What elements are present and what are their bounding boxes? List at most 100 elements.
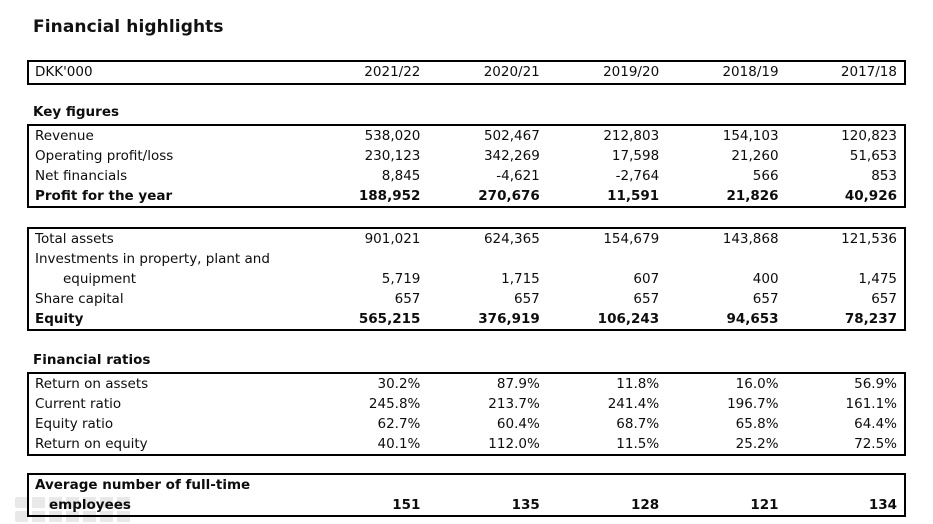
- table-header-row: DKK'000 2021/22 2020/21 2019/20 2018/19 …: [28, 61, 905, 84]
- row-label: Equity ratio: [35, 416, 114, 432]
- cell-value: 11.5%: [616, 436, 660, 452]
- table-row: Operating profit/loss 230,123 342,269 17,59…: [28, 146, 905, 166]
- cell-value: 213.7%: [488, 396, 540, 412]
- table-row: Total assets 901,021 624,365 154,679 143,868…: [28, 228, 905, 249]
- cell-value: 400: [752, 271, 779, 287]
- cell-value: 78,237: [844, 311, 897, 327]
- cell-value: 143,868: [722, 231, 779, 247]
- cell-value: 21,260: [731, 148, 779, 164]
- cell-value: 1,475: [858, 271, 897, 287]
- cell-value: 241.4%: [607, 396, 660, 412]
- cell-value: 188,952: [358, 188, 421, 204]
- cell-value: 65.8%: [735, 416, 779, 432]
- cell-value: 196.7%: [727, 396, 779, 412]
- section-heading-key-figures: Key figures: [33, 104, 120, 120]
- cell-value: 538,020: [364, 128, 421, 144]
- cell-value: 657: [394, 291, 421, 307]
- cell-value: 68.7%: [616, 416, 660, 432]
- cell-value: 25.2%: [735, 436, 779, 452]
- cell-value: 8,845: [381, 168, 421, 184]
- cell-value: 128: [630, 497, 660, 513]
- cell-value: 112.0%: [488, 436, 540, 452]
- cell-value: 121,536: [841, 231, 897, 247]
- table-row: Share capital 657 657 657 657 657: [28, 289, 905, 309]
- cell-value: 245.8%: [368, 396, 421, 412]
- row-label: Return on assets: [35, 376, 149, 392]
- cell-value: 376,919: [478, 311, 540, 327]
- year-header-2019-20: 2019/20: [603, 64, 660, 80]
- cell-value: 1,715: [501, 271, 540, 287]
- cell-value: 657: [752, 291, 779, 307]
- cell-value: 151: [392, 497, 421, 513]
- cell-value: 853: [871, 168, 897, 184]
- cell-value: 5,719: [381, 271, 421, 287]
- financial-ratios-table: Return on assets 30.2% 87.9% 11.8% 16.0% 56.9…: [27, 372, 906, 456]
- year-header-2021-22: 2021/22: [364, 64, 421, 80]
- row-label: Investments in property, plant and equipm…: [35, 251, 270, 287]
- row-label: Total assets: [35, 231, 114, 247]
- cell-value: 72.5%: [854, 436, 897, 452]
- cell-value: 502,467: [483, 128, 540, 144]
- cell-value: 657: [633, 291, 660, 307]
- table-row: Investments in property, plant and equipm…: [28, 249, 905, 289]
- table-row: Return on assets 30.2% 87.9% 11.8% 16.0% 56.9…: [28, 373, 905, 394]
- cell-value: 11,591: [607, 188, 660, 204]
- cell-value: 106,243: [597, 311, 660, 327]
- cell-value: 135: [511, 497, 540, 513]
- table-row: Revenue 538,020 502,467 212,803 154,103 120,8…: [28, 125, 905, 146]
- table-row: Equity 565,215 376,919 106,243 94,653 78,237: [28, 309, 905, 330]
- cell-value: 40.1%: [377, 436, 421, 452]
- employees-table: Average number of full-time employees 151 1…: [27, 473, 906, 517]
- balance-sheet-table: Total assets 901,021 624,365 154,679 143,868…: [27, 227, 906, 331]
- cell-value: 21,826: [726, 188, 779, 204]
- cell-value: 121: [750, 497, 779, 513]
- cell-value: 120,823: [841, 128, 897, 144]
- table-row: Return on equity 40.1% 112.0% 11.5% 25.2% 72.…: [28, 434, 905, 455]
- row-label: Equity: [35, 311, 84, 327]
- cell-value: 566: [752, 168, 779, 184]
- cell-value: 270,676: [478, 188, 540, 204]
- table-row: Current ratio 245.8% 213.7% 241.4% 196.7% 161…: [28, 394, 905, 414]
- cell-value: 51,653: [849, 148, 897, 164]
- cell-value: 657: [514, 291, 540, 307]
- cell-value: 607: [633, 271, 660, 287]
- cell-value: 30.2%: [377, 376, 421, 392]
- table-row: Net financials 8,845 -4,621 -2,764 566 853: [28, 166, 905, 186]
- row-label: Operating profit/loss: [35, 148, 174, 164]
- cell-value: 16.0%: [735, 376, 779, 392]
- year-header-2017-18: 2017/18: [840, 64, 897, 80]
- row-label: Net financials: [35, 168, 128, 184]
- cell-value: 230,123: [364, 148, 421, 164]
- cell-value: 565,215: [358, 311, 421, 327]
- row-label: Average number of full-time employees: [35, 477, 251, 513]
- cell-value: 901,021: [364, 231, 421, 247]
- table-row: Average number of full-time employees 151 1…: [28, 474, 905, 516]
- cell-value: 17,598: [611, 148, 660, 164]
- year-header-2018-19: 2018/19: [722, 64, 779, 80]
- cell-value: 56.9%: [854, 376, 897, 392]
- cell-value: 154,103: [722, 128, 779, 144]
- year-header-row: DKK'000 2021/22 2020/21 2019/20 2018/19 …: [27, 60, 906, 85]
- page-title: Financial highlights: [33, 17, 224, 37]
- cell-value: 161.1%: [845, 396, 897, 412]
- financial-highlights-table: DKK'000 2021/22 2020/21 2019/20 2018/19 …: [27, 60, 906, 517]
- cell-value: 40,926: [844, 188, 897, 204]
- row-label: Share capital: [35, 291, 124, 307]
- cell-value: 134: [868, 497, 897, 513]
- cell-value: 64.4%: [854, 416, 897, 432]
- table-row: Equity ratio 62.7% 60.4% 68.7% 65.8% 64.4%: [28, 414, 905, 434]
- key-figures-table: Revenue 538,020 502,467 212,803 154,103 120,8…: [27, 124, 906, 208]
- unit-label: DKK'000: [35, 64, 93, 80]
- row-label: Current ratio: [35, 396, 122, 412]
- cell-value: 624,365: [483, 231, 540, 247]
- row-label: Profit for the year: [35, 188, 173, 204]
- cell-value: 657: [871, 291, 897, 307]
- cell-value: 212,803: [603, 128, 660, 144]
- cell-value: -4,621: [496, 168, 540, 184]
- document-content: Financial highlights DKK'000 2021/22 202…: [0, 16, 933, 517]
- year-header-2020-21: 2020/21: [483, 64, 540, 80]
- cell-value: 62.7%: [377, 416, 421, 432]
- cell-value: -2,764: [615, 168, 660, 184]
- cell-value: 87.9%: [496, 376, 540, 392]
